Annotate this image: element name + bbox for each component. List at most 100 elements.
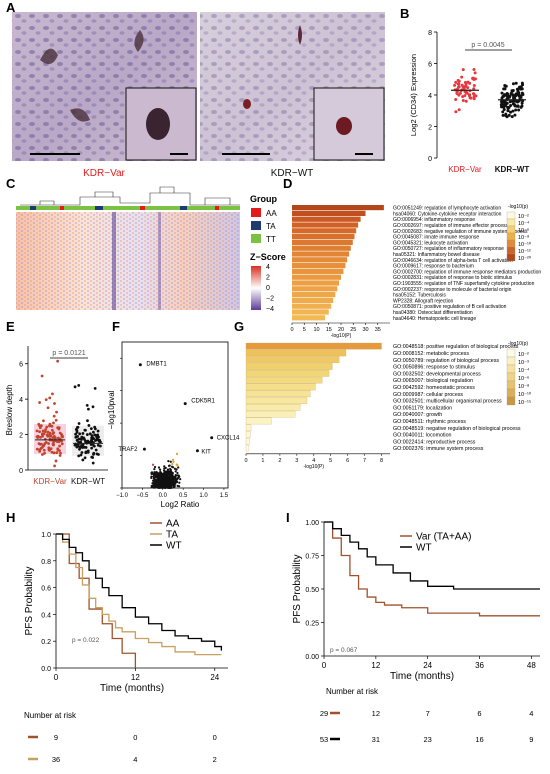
data-point (96, 443, 100, 447)
data-point (48, 396, 52, 400)
data-point (91, 405, 95, 409)
data-point (55, 440, 59, 444)
panel-a-micrograph-wt (200, 12, 385, 161)
data-point (155, 474, 158, 477)
data-point (76, 425, 79, 429)
data-point (515, 104, 519, 108)
data-point (91, 461, 95, 465)
legend-tick-label: 10⁻¹² (518, 249, 531, 255)
data-point (174, 482, 177, 485)
x-tick-label: 20 (338, 327, 344, 333)
data-point (511, 88, 515, 92)
bar-label: GO:0051179: localization (393, 405, 452, 411)
data-point (78, 447, 81, 451)
bar-label: hsa05152: Tuberculosis (393, 293, 446, 299)
legend-tick-label: 10⁻⁶ (518, 227, 529, 234)
data-point (508, 94, 512, 98)
data-point (167, 460, 170, 463)
data-point (457, 82, 461, 86)
x-tick-label: 0 (244, 458, 247, 464)
data-point (178, 481, 181, 484)
data-point (458, 91, 462, 95)
data-point (457, 79, 461, 83)
data-point (94, 448, 98, 452)
bar (292, 245, 351, 251)
legend-tick-label: 10⁻²⁰ (518, 255, 532, 262)
data-point (468, 93, 472, 97)
panel-e-chart: 0 2 4 6 Breslow depth KDR−Var KDR−WT p = 0.0121 (5, 346, 108, 486)
panel-b-letter: B (400, 6, 409, 21)
risk-count: 0 (133, 733, 137, 742)
data-point (40, 374, 44, 378)
data-point (455, 92, 459, 96)
bar-label: GO:0065007: biological regulation (393, 378, 473, 384)
data-point (36, 436, 40, 439)
data-point (472, 68, 476, 72)
legend-swatch (506, 232, 516, 241)
legend-label: Var (TA+AA) (416, 532, 471, 543)
data-point (37, 442, 41, 446)
data-point (93, 427, 97, 431)
data-point (50, 424, 54, 428)
bar (292, 315, 326, 321)
data-point (168, 480, 171, 484)
plot-frame (121, 341, 229, 489)
data-point (513, 99, 517, 103)
y-tick-label: 0.00 (305, 654, 319, 661)
data-point (90, 455, 94, 459)
data-point (169, 474, 172, 478)
data-point (175, 452, 179, 455)
data-point (503, 87, 507, 91)
bar-label: GO:1903555: regulation of TNF superfamil… (393, 281, 535, 287)
data-point (41, 429, 45, 433)
bar (292, 222, 359, 228)
bar-label: GO:0008152: metabolic process (393, 351, 469, 357)
data-point (84, 451, 88, 455)
data-point (165, 484, 169, 487)
x-tick-label: 15 (326, 327, 332, 333)
data-point (44, 398, 48, 402)
risk-count: 16 (475, 735, 483, 744)
zscore-tick-label: 4 (266, 264, 270, 271)
data-point (514, 81, 518, 85)
data-point (98, 438, 102, 442)
data-point (153, 468, 156, 471)
legend-swatch (506, 356, 516, 366)
data-point (96, 429, 100, 433)
legend-swatch (506, 239, 516, 248)
data-point (42, 419, 45, 423)
data-point (510, 115, 514, 119)
panel-a-micrograph-var (12, 12, 197, 161)
data-point (46, 430, 50, 434)
y-tick-label: 4 (19, 397, 23, 404)
data-point (472, 97, 476, 101)
legend-swatch (506, 388, 516, 398)
data-point (169, 485, 173, 488)
x-tick-label: 0 (290, 327, 293, 333)
data-point (97, 453, 100, 456)
data-point (55, 410, 58, 414)
bar (292, 216, 361, 222)
data-point (52, 451, 56, 455)
data-point (60, 442, 64, 446)
data-point (173, 485, 176, 488)
data-point (55, 451, 59, 455)
x-axis-label: -log10(P) (331, 333, 352, 339)
panel-c-heatmap (16, 186, 240, 310)
data-point (164, 476, 167, 479)
data-point (511, 82, 515, 86)
bar-label: GO:0045087: innate immune response (393, 235, 479, 241)
data-point (516, 89, 520, 93)
data-point (453, 83, 457, 87)
data-point (51, 432, 55, 436)
bar (292, 280, 340, 286)
legend-tick-label: 10⁻³ (518, 360, 529, 366)
data-point (165, 474, 168, 477)
panel-c-group-legend: AA TA TT (251, 208, 277, 244)
data-point (35, 429, 39, 433)
data-point (38, 430, 42, 434)
data-point (58, 454, 62, 457)
x-tick-label: 10 (313, 327, 319, 333)
data-point (152, 482, 155, 485)
